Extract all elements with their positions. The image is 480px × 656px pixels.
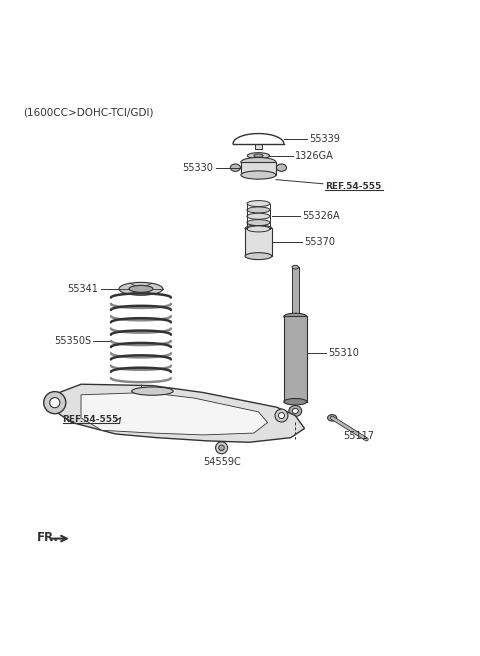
Circle shape	[219, 445, 224, 451]
Ellipse shape	[278, 413, 285, 419]
Ellipse shape	[132, 387, 173, 396]
Ellipse shape	[245, 253, 272, 260]
Text: 55341: 55341	[68, 284, 98, 294]
Ellipse shape	[247, 201, 270, 207]
Ellipse shape	[50, 398, 60, 408]
Text: 55310: 55310	[328, 348, 360, 358]
Ellipse shape	[245, 225, 272, 232]
Ellipse shape	[284, 398, 307, 405]
Ellipse shape	[247, 220, 270, 226]
Ellipse shape	[129, 285, 153, 293]
Ellipse shape	[241, 171, 276, 179]
Text: 55350S: 55350S	[55, 336, 92, 346]
Text: REF.54-555: REF.54-555	[325, 182, 382, 191]
Bar	[292, 267, 299, 316]
Text: 54559C: 54559C	[203, 457, 240, 467]
Ellipse shape	[119, 282, 163, 295]
Ellipse shape	[230, 164, 240, 171]
Ellipse shape	[247, 207, 270, 213]
Ellipse shape	[292, 265, 299, 269]
Text: 55339: 55339	[309, 134, 340, 144]
Text: 55370: 55370	[304, 237, 335, 247]
Ellipse shape	[247, 226, 270, 232]
Text: 55326A: 55326A	[302, 211, 340, 221]
Text: 55330: 55330	[182, 163, 213, 173]
Ellipse shape	[247, 213, 270, 219]
Bar	[255, 144, 262, 149]
Ellipse shape	[275, 409, 288, 422]
Bar	[245, 228, 272, 256]
Ellipse shape	[292, 409, 298, 413]
Ellipse shape	[327, 415, 337, 421]
Ellipse shape	[276, 164, 287, 171]
Text: (1600CC>DOHC-TCI/GDI): (1600CC>DOHC-TCI/GDI)	[24, 108, 154, 117]
Ellipse shape	[247, 153, 269, 159]
Bar	[284, 316, 307, 401]
Ellipse shape	[254, 154, 263, 157]
Polygon shape	[81, 392, 268, 435]
Bar	[241, 162, 276, 175]
Circle shape	[216, 442, 228, 454]
Ellipse shape	[289, 405, 302, 417]
Text: REF.54-555: REF.54-555	[62, 415, 119, 424]
Text: 55117: 55117	[344, 431, 375, 441]
Text: FR.: FR.	[37, 531, 59, 544]
Ellipse shape	[44, 392, 66, 414]
Text: 1326GA: 1326GA	[295, 151, 334, 161]
Ellipse shape	[241, 157, 276, 167]
Ellipse shape	[284, 314, 307, 319]
Polygon shape	[53, 384, 304, 442]
